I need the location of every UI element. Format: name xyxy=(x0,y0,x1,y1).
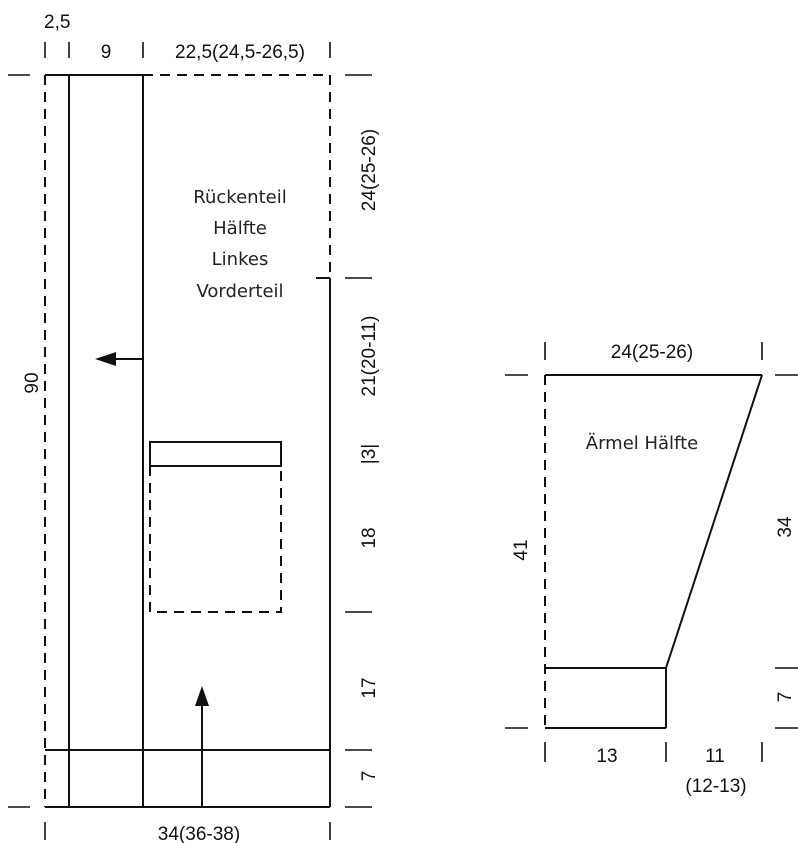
sleeve-dim-right-height: 34 xyxy=(775,516,796,538)
dim-right-2: 21(20-11) xyxy=(359,316,380,397)
sleeve-dim-left-height: 41 xyxy=(511,539,532,560)
sleeve-dim-bottom-right-1: 11 xyxy=(705,746,725,767)
dim-right-5: 17 xyxy=(359,677,380,698)
sleeve-dim-top: 24(25-26) xyxy=(611,342,693,363)
body-panel: Rückenteil Hälfte Linkes Vorderteil 2,5 … xyxy=(8,12,380,843)
sleeve-dim-right-cuff: 7 xyxy=(775,692,796,703)
dim-top-right: 22,5(24,5-26,5) xyxy=(175,42,305,63)
dim-top-mid: 9 xyxy=(101,42,112,63)
pocket-band xyxy=(149,441,282,467)
dim-bottom: 34(36-38) xyxy=(158,824,240,843)
body-label-line-3: Linkes xyxy=(212,249,269,270)
sleeve-panel: Ärmel Hälfte 24(25-26) 41 34 7 13 11 (12… xyxy=(505,342,798,797)
arrow-left-icon xyxy=(95,352,116,366)
body-label-line-1: Rückenteil xyxy=(193,187,286,208)
arrow-up-icon xyxy=(195,686,209,706)
dim-right-1: 24(25-26) xyxy=(359,129,380,211)
dim-left-height: 90 xyxy=(22,372,43,393)
body-label-line-2: Hälfte xyxy=(213,218,267,239)
sleeve-dim-bottom-right-2: (12-13) xyxy=(685,776,746,797)
dim-top-left: 2,5 xyxy=(44,12,70,33)
dim-right-3: |3| xyxy=(359,444,380,464)
sleeve-dim-bottom-left: 13 xyxy=(596,746,617,767)
sleeve-label: Ärmel Hälfte xyxy=(586,433,698,454)
body-label-line-4: Vorderteil xyxy=(196,281,283,302)
sleeve-slope-edge xyxy=(665,374,763,669)
dim-right-4: 18 xyxy=(359,527,380,548)
pocket-outline xyxy=(149,466,282,613)
dim-right-6: 7 xyxy=(359,771,380,782)
